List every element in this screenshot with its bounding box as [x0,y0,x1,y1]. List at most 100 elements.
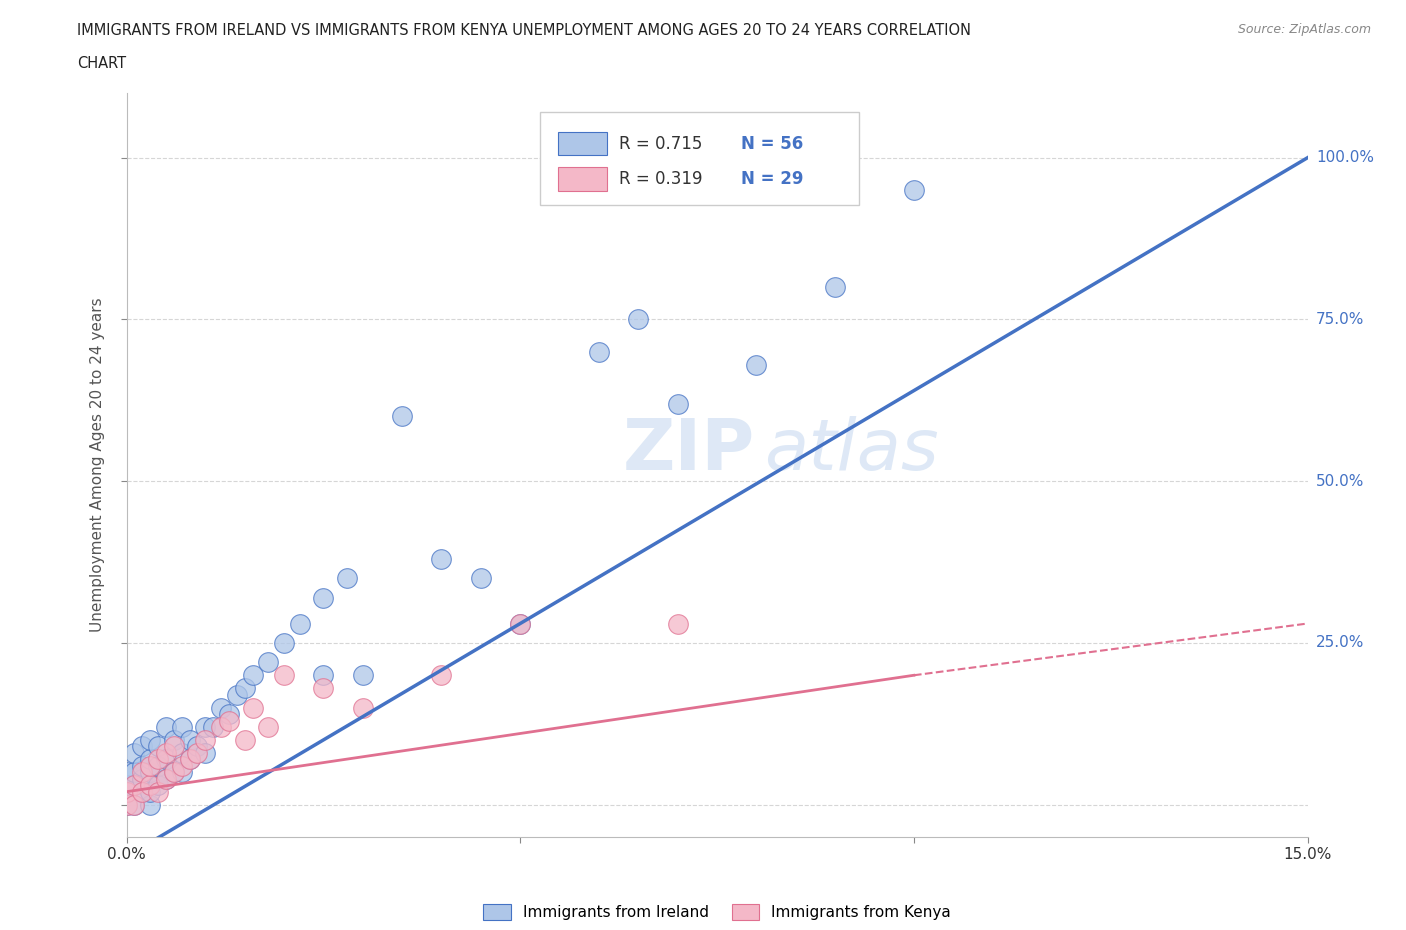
Point [124,777,146,792]
Text: R = 0.319: R = 0.319 [619,170,703,188]
Point [209,700,232,715]
Point [391,409,413,424]
Point [470,571,492,586]
FancyBboxPatch shape [558,167,607,192]
Point [186,739,208,754]
Point [139,784,162,799]
Point [139,797,162,812]
Point [124,746,146,761]
Point [115,797,138,812]
Point [179,733,201,748]
Point [288,616,311,631]
Point [209,720,232,735]
Point [131,784,153,799]
Point [155,720,177,735]
Point [312,668,335,683]
Point [312,591,335,605]
Point [202,720,225,735]
Point [131,739,153,754]
Point [146,784,169,799]
Point [170,758,193,773]
Point [124,777,146,792]
Point [179,752,201,767]
Point [225,687,247,702]
Point [257,720,280,735]
Point [666,616,689,631]
Text: N = 29: N = 29 [741,170,803,188]
Point [146,758,169,773]
Point [163,764,186,779]
Point [163,733,186,748]
Point [352,668,374,683]
Point [312,681,335,696]
Point [155,746,177,761]
Point [146,739,169,754]
Text: Source: ZipAtlas.com: Source: ZipAtlas.com [1237,23,1371,36]
Point [218,713,240,728]
Point [139,733,162,748]
Point [509,616,531,631]
Point [824,280,846,295]
Point [139,752,162,767]
Point [115,797,138,812]
Point [509,616,531,631]
Point [242,700,264,715]
Point [336,571,359,586]
Text: CHART: CHART [77,56,127,71]
Point [115,777,138,792]
Point [179,752,201,767]
Point [131,771,153,786]
Point [155,752,177,767]
Point [115,764,138,779]
Point [666,396,689,411]
Point [163,764,186,779]
Point [115,784,138,799]
Point [139,758,162,773]
Point [242,668,264,683]
Point [627,312,650,326]
Text: ZIP: ZIP [623,416,755,485]
Text: 75.0%: 75.0% [1316,312,1364,327]
Point [218,707,240,722]
Point [273,668,295,683]
Point [124,797,146,812]
Point [352,700,374,715]
Point [233,733,256,748]
Point [194,746,217,761]
Point [139,777,162,792]
Point [115,784,138,799]
Text: 25.0%: 25.0% [1316,635,1364,650]
Point [155,771,177,786]
Point [233,681,256,696]
Point [257,655,280,670]
Text: IMMIGRANTS FROM IRELAND VS IMMIGRANTS FROM KENYA UNEMPLOYMENT AMONG AGES 20 TO 2: IMMIGRANTS FROM IRELAND VS IMMIGRANTS FR… [77,23,972,38]
Point [194,720,217,735]
Point [131,764,153,779]
Point [170,720,193,735]
Text: 100.0%: 100.0% [1316,151,1374,166]
FancyBboxPatch shape [540,112,859,205]
Point [131,784,153,799]
Point [146,777,169,792]
Point [155,771,177,786]
Point [124,797,146,812]
Text: atlas: atlas [765,416,939,485]
Point [903,182,925,197]
Point [430,551,453,566]
Point [139,764,162,779]
Legend: Immigrants from Ireland, Immigrants from Kenya: Immigrants from Ireland, Immigrants from… [477,897,957,926]
Y-axis label: Unemployment Among Ages 20 to 24 years: Unemployment Among Ages 20 to 24 years [90,298,105,632]
Point [163,739,186,754]
FancyBboxPatch shape [558,132,607,155]
Point [170,764,193,779]
Point [273,635,295,650]
Point [430,668,453,683]
Point [146,752,169,767]
Text: N = 56: N = 56 [741,135,803,153]
Point [124,764,146,779]
Point [186,746,208,761]
Text: R = 0.715: R = 0.715 [619,135,703,153]
Point [131,758,153,773]
Point [194,733,217,748]
Point [745,357,768,372]
